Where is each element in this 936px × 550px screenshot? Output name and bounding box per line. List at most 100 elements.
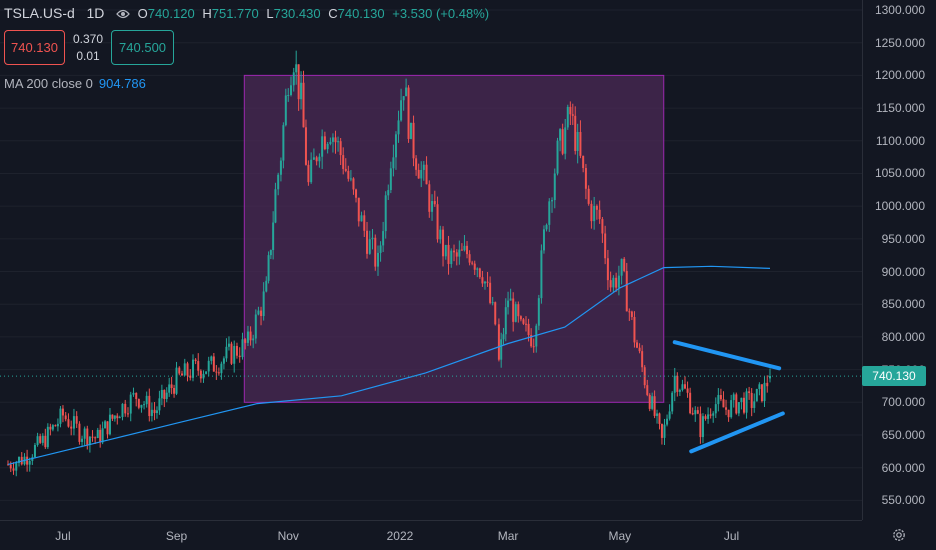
symbol-legend: TSLA.US-d 1D O740.120 H751.770 L730.430 … [4, 5, 489, 21]
candle-body [244, 339, 247, 343]
candle-body [483, 281, 486, 284]
candle-body [106, 421, 109, 435]
candle-body [758, 384, 761, 389]
candle-body [307, 164, 310, 183]
candle-body [512, 298, 515, 322]
candle-body [121, 403, 124, 418]
candle-body [153, 409, 156, 414]
ma-legend[interactable]: MA 200 close 0 904.786 [4, 76, 146, 91]
candle-body [274, 189, 277, 223]
price-chart[interactable] [0, 0, 862, 520]
candle-body [636, 342, 639, 348]
candle-body [514, 304, 517, 322]
candle-body [165, 392, 168, 399]
candle-body [478, 268, 481, 278]
candle-body [582, 155, 585, 169]
chart-pane[interactable] [0, 0, 862, 520]
symbol-name[interactable]: TSLA.US-d [4, 5, 75, 21]
candle-body [163, 389, 166, 399]
candle-body [363, 215, 366, 231]
candle-body [315, 157, 318, 162]
candle-body [225, 346, 228, 359]
sell-button[interactable]: 740.130 [4, 30, 65, 65]
candle-body [230, 343, 233, 364]
candle-body [471, 262, 474, 264]
ma-label: MA 200 close 0 [4, 76, 93, 91]
candle-body [646, 385, 649, 395]
candle-body [620, 258, 623, 276]
candle-body [205, 371, 208, 374]
candle-body [722, 399, 725, 408]
candle-body [468, 254, 471, 263]
candle-body [352, 178, 355, 190]
candle-body [168, 384, 171, 393]
candle-body [241, 339, 244, 358]
candle-body [450, 250, 453, 265]
candle-body [530, 335, 533, 347]
candle-body [455, 252, 458, 257]
candle-body [118, 417, 121, 419]
candle-body [81, 438, 84, 442]
candle-body [742, 397, 745, 413]
candle-body [535, 325, 538, 347]
candle-body [405, 87, 408, 97]
candle-body [357, 197, 360, 222]
candle-body [584, 168, 587, 189]
candle-body [116, 415, 119, 419]
candle-body [507, 300, 510, 308]
price-axis[interactable]: 1300.000 1250.000 1200.000 1150.000 1100.000… [862, 0, 936, 520]
candle-body [717, 395, 720, 405]
eye-icon[interactable] [116, 9, 130, 19]
candle-body [269, 250, 272, 256]
high-label: H [202, 6, 212, 21]
candle-body [108, 414, 111, 435]
candle-body [220, 363, 223, 374]
candle-body [425, 164, 428, 185]
close-value: 740.130 [337, 6, 385, 21]
candle-body [222, 358, 225, 364]
candle-body [88, 436, 91, 446]
candle-body [504, 307, 507, 335]
candle-body [254, 314, 257, 339]
candle-body [604, 233, 607, 259]
interval-label[interactable]: 1D [86, 5, 105, 21]
candle-body [653, 396, 656, 416]
candle-body [704, 416, 707, 419]
candle-body [189, 375, 192, 378]
candle-body [384, 195, 387, 232]
candle-body [486, 281, 489, 283]
candle-body [238, 355, 241, 358]
open-label: O [137, 6, 148, 21]
candle-body [377, 252, 380, 267]
candle-body [148, 395, 151, 417]
candle-body [140, 404, 143, 408]
buy-button[interactable]: 740.500 [111, 30, 175, 65]
candle-body [740, 397, 743, 403]
candle-body [33, 445, 36, 458]
candle-body [517, 304, 520, 317]
candle-body [598, 209, 601, 220]
candle-body [61, 408, 64, 416]
time-axis[interactable]: Jul Sep Nov 2022 Mar May Jul [0, 520, 862, 550]
candle-body [99, 429, 102, 443]
candle-body [51, 425, 54, 430]
candle-body [70, 426, 73, 429]
candle-body [617, 275, 620, 288]
candle-body [155, 410, 158, 414]
candle-body [433, 201, 436, 205]
trendline [689, 411, 785, 454]
candle-body [497, 324, 500, 360]
change-value: +3.530 (+0.48%) [392, 6, 490, 21]
candle-body [28, 460, 31, 465]
gear-icon[interactable] [892, 528, 906, 542]
candle-body [175, 367, 178, 394]
candle-body [83, 428, 86, 439]
candle-body [417, 169, 420, 179]
price-tick-label: 950.000 [881, 231, 925, 246]
candle-body [59, 408, 62, 424]
candle-body [691, 413, 694, 415]
candle-body [267, 255, 270, 281]
spread-top: 0.370 [73, 31, 104, 46]
candle-body [628, 311, 631, 313]
candle-body [374, 237, 377, 267]
